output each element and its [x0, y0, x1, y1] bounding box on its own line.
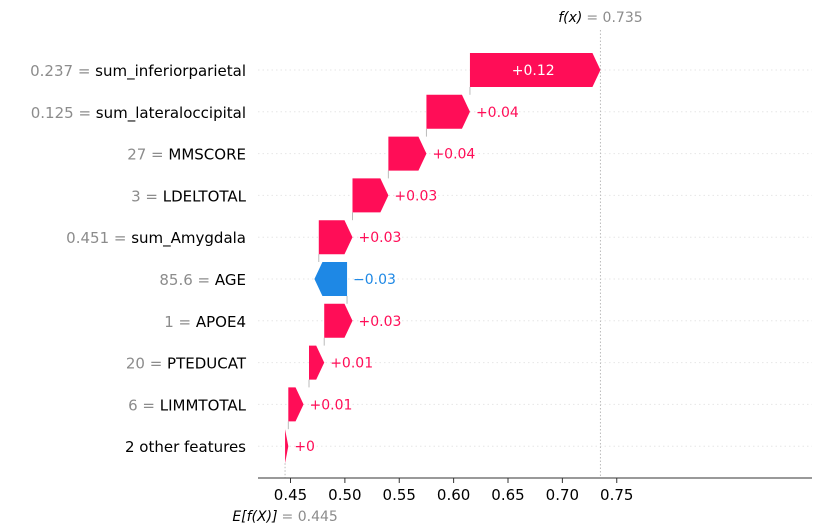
feature-name: PTEDUCAT — [167, 355, 247, 373]
feature-name: 2 other features — [125, 438, 246, 456]
x-tick-label: 0.55 — [383, 486, 416, 504]
shap-bar — [285, 429, 289, 464]
feature-label: 27 = MMSCORE — [127, 146, 246, 164]
feature-label: 20 = PTEDUCAT — [126, 355, 247, 373]
bar-value-label: +0.03 — [394, 188, 437, 204]
row-guides — [258, 69, 812, 447]
output-value-annotation: f(x) = 0.735 — [558, 10, 642, 26]
feature-name: AGE — [215, 271, 246, 289]
feature-value: 85.6 = — [159, 271, 215, 289]
feature-label: 0.451 = sum_Amygdala — [66, 229, 246, 248]
feature-name: sum_Amygdala — [131, 229, 246, 248]
shap-bar — [352, 178, 389, 213]
bar-value-label: +0.04 — [476, 105, 519, 121]
feature-value: 20 = — [126, 355, 167, 373]
output-value: = 0.735 — [586, 10, 642, 26]
feature-label: 0.237 = sum_inferiorparietal — [30, 62, 246, 81]
shap-bar — [314, 262, 348, 296]
feature-label: 1 = APOE4 — [164, 313, 246, 331]
bar-value-label: +0.01 — [310, 397, 353, 413]
feature-name: sum_inferiorparietal — [95, 62, 246, 81]
feature-label: 6 = LIMMTOTAL — [128, 396, 247, 414]
feature-labels: 0.237 = sum_inferiorparietal 0.125 = sum_… — [30, 62, 247, 456]
feature-value: 0.237 = — [30, 62, 95, 80]
feature-label: 2 other features — [125, 438, 246, 456]
bars: +0.12 +0.04 +0.04 +0.03 +0.03 −0.03 +0.03 +0.01… — [285, 53, 601, 464]
shap-bar — [469, 53, 601, 87]
annotations: f(x) = 0.735 E[f(X)] = 0.445 — [232, 10, 642, 525]
bar-value-label: +0.12 — [512, 63, 555, 79]
base-label: E[f(X)] — [232, 509, 277, 525]
x-tick-label: 0.75 — [600, 486, 633, 504]
feature-value: 3 = — [131, 187, 163, 205]
x-tick-label: 0.50 — [328, 486, 361, 504]
feature-value: 27 = — [127, 146, 168, 164]
output-label: f(x) — [558, 10, 582, 26]
feature-label: 3 = LDELTOTAL — [131, 187, 247, 205]
feature-name: LIMMTOTAL — [160, 396, 247, 414]
feature-name: LDELTOTAL — [163, 187, 247, 205]
shap-bar — [388, 136, 427, 171]
feature-label: 0.125 = sum_lateraloccipital — [31, 104, 246, 123]
base-value: = 0.445 — [282, 509, 338, 525]
feature-value: 1 = — [164, 313, 196, 331]
bar-value-label: +0 — [294, 439, 315, 455]
feature-name: MMSCORE — [168, 146, 246, 164]
shap-bar — [324, 303, 353, 338]
bar-value-label: +0.01 — [330, 356, 373, 372]
bar-value-label: +0.03 — [358, 314, 401, 330]
feature-name: APOE4 — [196, 313, 246, 331]
feature-value: 6 = — [128, 396, 160, 414]
feature-label: 85.6 = AGE — [159, 271, 246, 289]
bar-value-label: +0.04 — [432, 147, 475, 163]
x-axis: 0.45 0.50 0.55 0.60 0.65 0.70 0.75 — [258, 477, 812, 504]
bar-value-label: −0.03 — [353, 272, 396, 288]
feature-value: 0.125 = — [31, 104, 96, 122]
feature-name: sum_lateraloccipital — [96, 104, 246, 123]
shap-bar — [288, 387, 304, 422]
shap-bar — [426, 94, 470, 129]
shap-bar — [308, 345, 325, 380]
shap-bar — [318, 220, 353, 255]
x-tick-label: 0.45 — [274, 486, 307, 504]
x-tick-label: 0.65 — [491, 486, 524, 504]
x-tick-label: 0.70 — [546, 486, 579, 504]
base-value-annotation: E[f(X)] = 0.445 — [232, 509, 337, 525]
bar-value-label: +0.03 — [358, 230, 401, 246]
feature-value: 0.451 = — [66, 229, 131, 247]
x-tick-label: 0.60 — [437, 486, 470, 504]
value-lines — [284, 30, 601, 478]
